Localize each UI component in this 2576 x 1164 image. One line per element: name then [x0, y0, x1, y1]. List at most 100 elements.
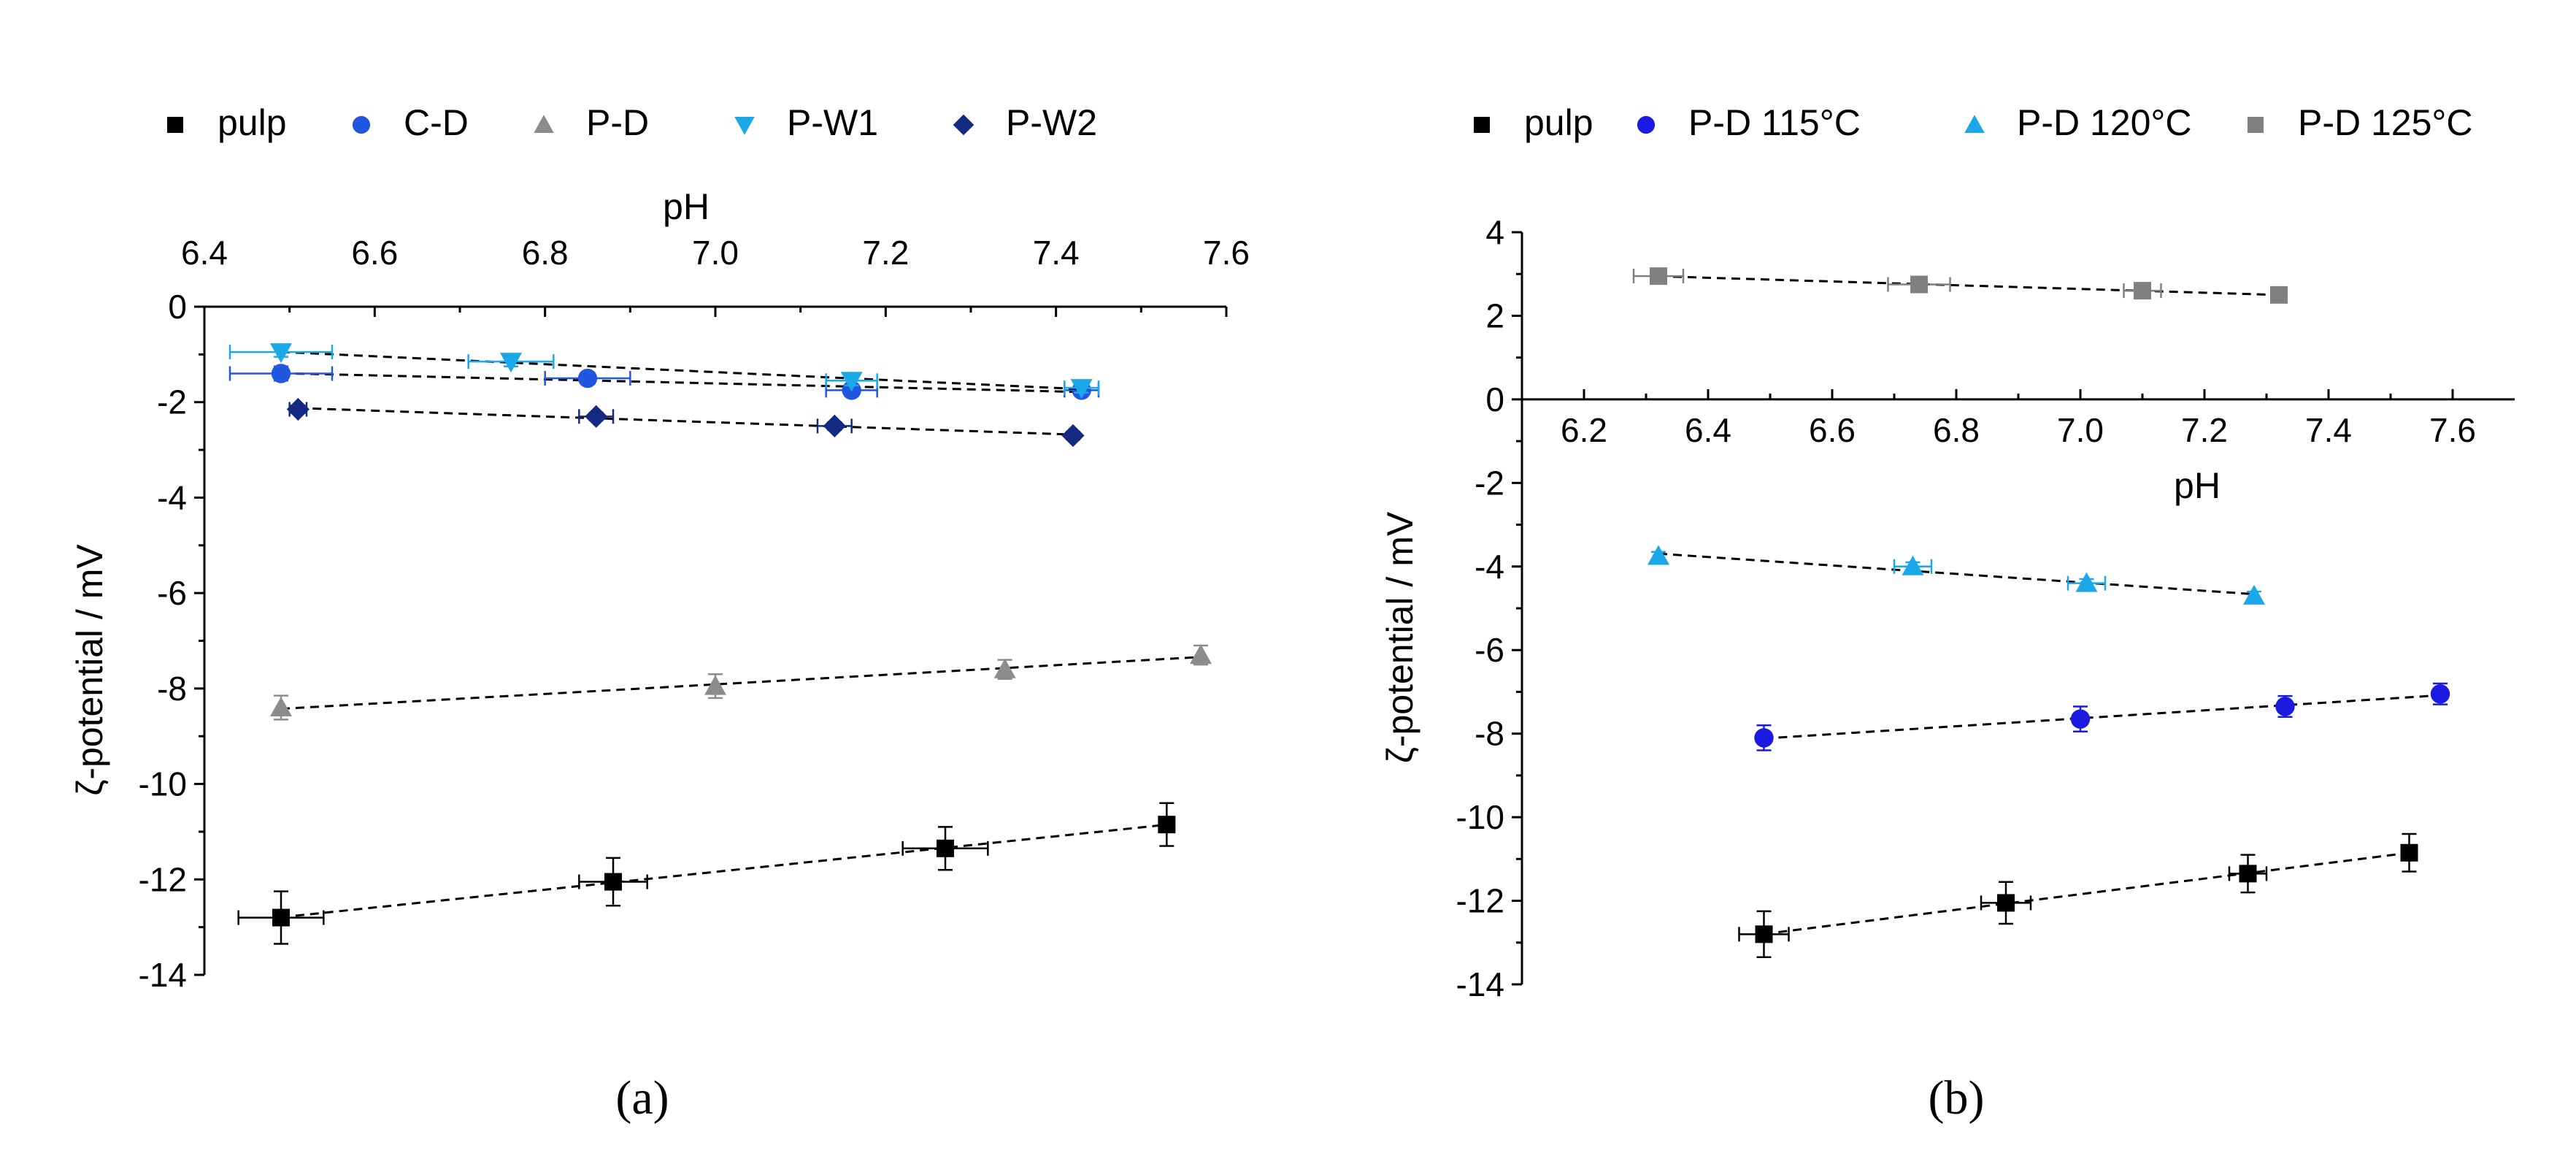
data-point: [1910, 275, 1928, 294]
legend-marker: [352, 115, 371, 134]
y-tick-label: -8: [1475, 715, 1504, 753]
x-tick-label: 6.4: [1685, 411, 1731, 449]
legend-item: C-D: [352, 102, 469, 143]
data-point: [1070, 379, 1093, 399]
legend-marker: [1474, 117, 1490, 133]
x-tick-label: 6.6: [1809, 411, 1856, 449]
series-P-D 115°C: [1754, 682, 2450, 751]
data-point: [823, 414, 846, 437]
legend-item: P-W1: [734, 102, 878, 143]
legend-label: P-W2: [1006, 102, 1097, 143]
data-point: [2134, 282, 2151, 300]
y-tick-label: 4: [1485, 213, 1504, 251]
y-tick-label: -14: [139, 956, 187, 994]
x-tick-label: 6.8: [1933, 411, 1980, 449]
y-tick-label: -10: [1456, 798, 1504, 836]
data-point: [2243, 584, 2265, 605]
series-fit-line: [1658, 552, 2255, 596]
data-point: [1158, 816, 1176, 834]
y-tick-label: -4: [1475, 548, 1504, 586]
series-fit-line: [280, 351, 1082, 391]
legend-label: P-D 115°C: [1688, 102, 1861, 143]
x-tick-label: 6.2: [1561, 411, 1607, 449]
legend-item: pulp: [1474, 102, 1593, 143]
data-point: [1648, 545, 1669, 565]
x-tick-label: 6.6: [351, 234, 398, 272]
legend-label: C-D: [404, 102, 469, 143]
legend: pulp P-D 115°C P-D 120°C P-D 125°C: [1474, 102, 2473, 143]
legend-label: P-D 120°C: [2017, 102, 2192, 143]
data-point: [1902, 555, 1924, 575]
y-tick-label: -10: [139, 765, 187, 803]
legend-label: pulp: [218, 102, 287, 143]
legend-label: pulp: [1524, 102, 1593, 143]
series-pulp: [1738, 832, 2418, 959]
x-tick-label: 7.4: [2305, 411, 2352, 449]
series-P-W1: [228, 343, 1100, 399]
series-pulp: [237, 802, 1176, 945]
legend-item: P-D 125°C: [2248, 102, 2473, 143]
chart-panel-b: pulp P-D 115°C P-D 120°C P-D 125°C 6.2 6.4 6.6…: [1380, 102, 2515, 1125]
legend-item: P-D 115°C: [1637, 102, 1861, 143]
chart-panel-a: pulp C-D P-D P-W1 P-W2 6.4 6.6 6.8 7.0 7.2 7.4 7.6 0…: [69, 102, 1250, 1125]
x-tick-label: 7.0: [2057, 411, 2104, 449]
data-point: [271, 364, 291, 383]
legend-item: P-D: [534, 102, 649, 143]
x-tick-label: 7.2: [862, 234, 909, 272]
data-point: [2075, 572, 2098, 592]
x-tick-label: 6.4: [181, 234, 228, 272]
x-tick-label: 7.0: [692, 234, 739, 272]
data-point: [272, 908, 290, 927]
y-tick-label: -2: [157, 383, 187, 421]
y-tick-label: -12: [139, 860, 187, 898]
x-axis-title: pH: [2174, 465, 2221, 506]
legend-label: P-D: [586, 102, 649, 143]
y-tick-label: -6: [157, 574, 187, 612]
y-tick-label: 0: [1485, 380, 1504, 418]
legend-marker: [953, 114, 974, 136]
data-point: [704, 675, 726, 695]
data-point: [1754, 728, 1774, 748]
y-tick-label: -12: [1456, 882, 1504, 920]
data-point: [270, 343, 292, 364]
x-axis-title: pH: [663, 186, 710, 227]
data-point: [500, 353, 522, 373]
legend-item: pulp: [167, 102, 287, 143]
y-tick-label: -4: [157, 478, 187, 516]
y-axis-title: ζ-potential / mV: [1380, 511, 1420, 763]
data-point: [2275, 697, 2295, 716]
legend-marker: [1964, 115, 1985, 133]
x-tick-label: 7.6: [1203, 234, 1250, 272]
series-fit-line: [1658, 275, 2280, 296]
data-point: [2070, 709, 2091, 729]
series-fit-line: [280, 656, 1202, 711]
data-point: [2400, 843, 2418, 862]
panel-label: (a): [615, 1071, 669, 1125]
data-point: [585, 405, 608, 428]
data-point: [1650, 267, 1667, 286]
y-tick-label: -6: [1475, 631, 1504, 669]
legend-label: P-W1: [787, 102, 878, 143]
data-point: [270, 697, 292, 716]
legend-marker: [2248, 117, 2264, 133]
legend: pulp C-D P-D P-W1 P-W2: [167, 102, 1097, 143]
y-tick-label: -2: [1475, 464, 1504, 502]
series-fit-line: [1764, 694, 2441, 740]
data-point: [604, 873, 622, 891]
series-P-D: [270, 644, 1212, 721]
y-tick-label: 0: [168, 288, 187, 326]
y-tick-label: -14: [1456, 965, 1504, 1003]
y-tick-label: 2: [1485, 296, 1504, 334]
y-tick-label: -8: [157, 670, 187, 708]
y-axis-title: ζ-potential / mV: [69, 544, 110, 796]
data-point: [937, 839, 954, 857]
data-point: [2430, 684, 2450, 704]
data-point: [2239, 865, 2257, 883]
legend-item: P-W2: [953, 102, 1097, 143]
x-tick-label: 6.8: [522, 234, 569, 272]
data-point: [577, 368, 598, 388]
legend-marker: [167, 117, 183, 133]
x-tick-label: 7.4: [1033, 234, 1080, 272]
x-tick-label: 7.2: [2181, 411, 2228, 449]
